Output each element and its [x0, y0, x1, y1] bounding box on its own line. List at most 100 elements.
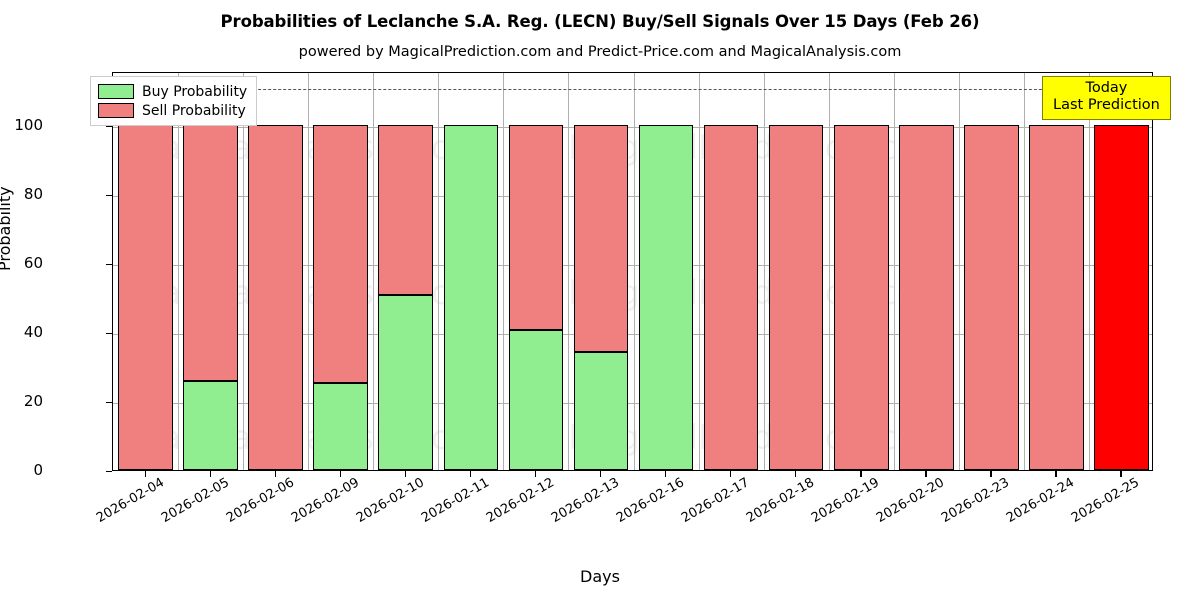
- bar-segment-buy[interactable]: [638, 125, 694, 470]
- x-tick-mark: [209, 471, 211, 477]
- bar-segment-buy[interactable]: [313, 382, 369, 470]
- bar-group[interactable]: [183, 73, 238, 470]
- gridline-vertical: [308, 73, 310, 470]
- bar-segment-today[interactable]: [1094, 125, 1149, 470]
- x-tick-mark: [990, 471, 992, 477]
- plot-inner: MagicalAnalysis.com MagicalPrediction.com…: [113, 73, 1152, 470]
- gridline-vertical: [243, 73, 245, 470]
- x-tick-label: 2026-02-20: [874, 475, 948, 526]
- y-tick-label: 100: [14, 116, 43, 134]
- x-tick-mark: [795, 471, 797, 477]
- bar-group[interactable]: [1029, 73, 1084, 470]
- bar-segment-sell[interactable]: [378, 125, 434, 296]
- y-tick-label: 40: [23, 323, 43, 341]
- gridline-horizontal: [113, 334, 1152, 335]
- bar-group[interactable]: [638, 73, 694, 470]
- bar-segment-sell[interactable]: [833, 125, 889, 470]
- chart-subtitle: powered by MagicalPrediction.com and Pre…: [298, 44, 902, 60]
- x-tick-mark: [144, 471, 146, 477]
- x-tick-label: 2026-02-12: [483, 475, 557, 526]
- y-tick-mark: [106, 126, 112, 128]
- y-tick-label: 80: [23, 185, 43, 203]
- gridline-vertical: [373, 73, 375, 470]
- bar-group[interactable]: [573, 73, 629, 470]
- bar-group[interactable]: [964, 73, 1019, 470]
- bar-segment-sell[interactable]: [118, 125, 173, 470]
- gridline-vertical: [698, 73, 700, 470]
- x-tick-mark: [469, 471, 472, 477]
- threshold-dashed-line: [113, 89, 1152, 91]
- x-tick-label: 2026-02-19: [809, 475, 883, 526]
- today-label-line2: Last Prediction: [1053, 97, 1160, 114]
- y-tick-label: 60: [23, 254, 43, 272]
- y-tick-mark: [106, 471, 112, 473]
- bar-segment-sell[interactable]: [768, 125, 824, 470]
- bar-group[interactable]: [378, 73, 434, 470]
- gridline-vertical: [633, 73, 635, 470]
- gridline-vertical: [503, 73, 505, 470]
- legend-item-buy[interactable]: Buy Probability: [98, 82, 247, 101]
- bar-segment-buy[interactable]: [573, 351, 629, 470]
- x-tick-mark: [534, 471, 537, 477]
- gridline-vertical: [568, 73, 570, 470]
- gridline-vertical: [828, 73, 830, 470]
- gridline-vertical: [178, 73, 180, 470]
- chart-title: Probabilities of Leclanche S.A. Reg. (LE…: [220, 12, 980, 31]
- bar-group[interactable]: [703, 73, 759, 470]
- bar-group[interactable]: [248, 73, 303, 470]
- x-tick-label: 2026-02-10: [353, 475, 427, 526]
- bar-group[interactable]: [118, 73, 173, 470]
- bar-group[interactable]: [508, 73, 564, 470]
- gridline-vertical: [763, 73, 765, 470]
- bar-segment-sell[interactable]: [898, 125, 954, 470]
- bar-group[interactable]: [313, 73, 369, 470]
- x-tick-mark: [665, 471, 667, 477]
- y-tick-mark: [106, 195, 112, 197]
- y-tick-label: 0: [33, 461, 43, 479]
- bar-segment-buy[interactable]: [508, 330, 564, 470]
- bar-group[interactable]: [898, 73, 954, 470]
- bar-segment-buy[interactable]: [378, 295, 434, 470]
- bar-group[interactable]: [768, 73, 824, 470]
- bar-segment-sell[interactable]: [508, 125, 564, 331]
- gridline-horizontal: [113, 265, 1152, 266]
- bar-group[interactable]: [1094, 73, 1149, 470]
- x-tick-mark: [1055, 471, 1057, 477]
- bar-segment-sell[interactable]: [703, 125, 759, 470]
- bar-segment-sell[interactable]: [964, 125, 1019, 470]
- legend-label-sell: Sell Probability: [142, 102, 246, 119]
- x-tick-label: 2026-02-24: [1004, 475, 1078, 526]
- gridline-vertical: [1088, 73, 1090, 470]
- bar-segment-sell[interactable]: [313, 125, 369, 383]
- legend-swatch-sell: [98, 103, 134, 118]
- bar-segment-sell[interactable]: [248, 125, 303, 470]
- gridline-vertical: [1023, 73, 1025, 470]
- x-tick-label: 2026-02-06: [223, 475, 297, 526]
- x-tick-label: 2026-02-18: [744, 475, 818, 526]
- legend-label-buy: Buy Probability: [142, 83, 248, 100]
- bar-segment-sell[interactable]: [1029, 125, 1084, 470]
- bar-group[interactable]: [443, 73, 499, 470]
- bar-segment-sell[interactable]: [183, 125, 238, 381]
- x-tick-label: 2026-02-23: [939, 475, 1013, 526]
- bar-segment-sell[interactable]: [573, 125, 629, 352]
- y-tick-label: 20: [23, 392, 43, 410]
- gridline-vertical: [438, 73, 440, 470]
- today-label-line1: Today: [1085, 80, 1128, 96]
- bar-segment-buy[interactable]: [183, 381, 238, 470]
- bar-segment-buy[interactable]: [443, 125, 499, 470]
- chart-legend[interactable]: Buy Probability Sell Probability: [90, 76, 258, 126]
- x-tick-label: 2026-02-11: [418, 475, 492, 526]
- x-tick-label: 2026-02-16: [614, 475, 687, 526]
- x-tick-mark: [274, 471, 276, 477]
- bar-group[interactable]: [833, 73, 889, 470]
- gridline-horizontal: [113, 196, 1152, 197]
- x-tick-label: 2026-02-25: [1069, 475, 1143, 526]
- x-tick-mark: [599, 471, 602, 477]
- x-tick-mark: [925, 471, 927, 477]
- x-tick-mark: [404, 471, 407, 477]
- legend-item-sell[interactable]: Sell Probability: [98, 101, 247, 120]
- x-tick-mark: [1120, 471, 1122, 477]
- x-tick-label: 2026-02-13: [548, 475, 622, 526]
